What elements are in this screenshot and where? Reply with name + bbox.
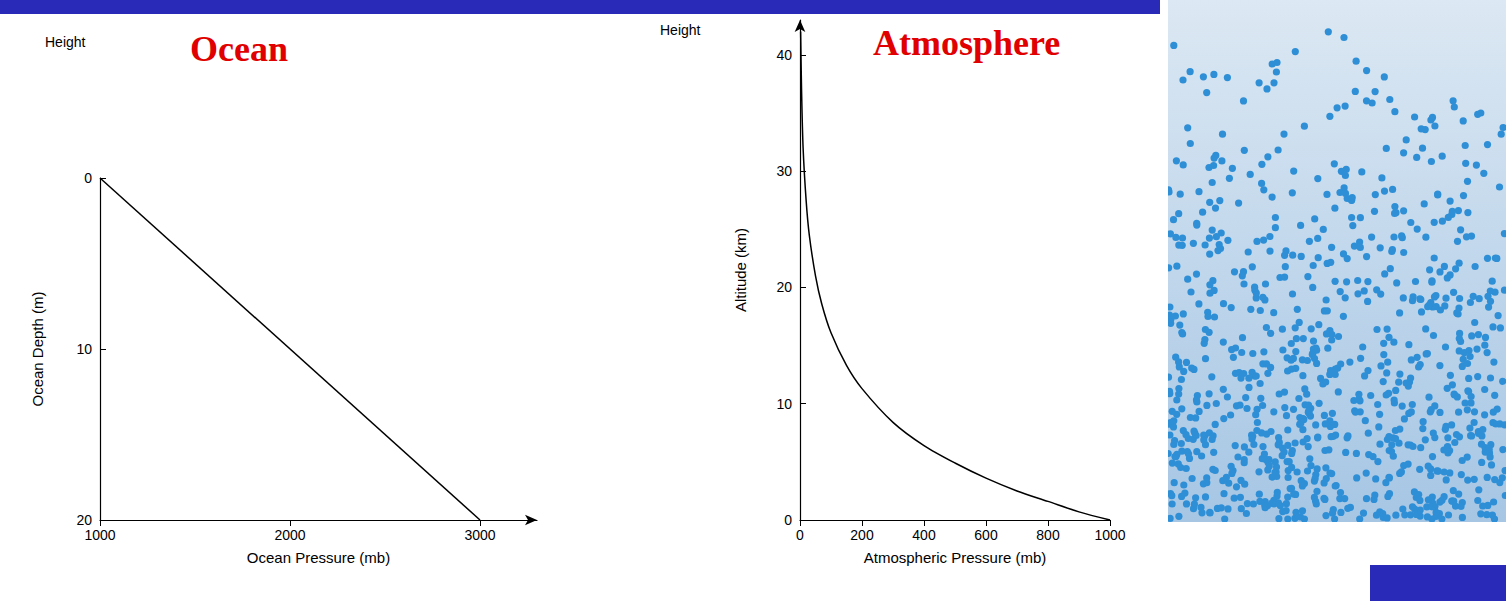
svg-text:1000: 1000 [1094, 527, 1125, 543]
svg-text:3000: 3000 [464, 527, 495, 543]
svg-text:Altitude (km): Altitude (km) [732, 228, 749, 312]
svg-text:30: 30 [776, 163, 792, 179]
svg-text:Ocean: Ocean [190, 29, 288, 69]
svg-text:Ocean Depth (m): Ocean Depth (m) [29, 291, 46, 406]
svg-text:Ocean Pressure (mb): Ocean Pressure (mb) [247, 549, 390, 566]
svg-text:0: 0 [796, 527, 804, 543]
svg-text:400: 400 [912, 527, 936, 543]
svg-text:2000: 2000 [274, 527, 305, 543]
svg-text:800: 800 [1036, 527, 1060, 543]
svg-text:Atmospheric Pressure (mb): Atmospheric Pressure (mb) [864, 549, 1047, 566]
svg-text:0: 0 [84, 170, 92, 186]
svg-text:20: 20 [76, 512, 92, 528]
svg-text:200: 200 [850, 527, 874, 543]
svg-text:0: 0 [784, 512, 792, 528]
svg-text:10: 10 [776, 396, 792, 412]
svg-text:Atmosphere: Atmosphere [873, 23, 1060, 63]
svg-text:Height: Height [45, 34, 86, 50]
svg-text:10: 10 [76, 341, 92, 357]
svg-text:1000: 1000 [84, 527, 115, 543]
svg-text:600: 600 [974, 527, 998, 543]
svg-text:20: 20 [776, 279, 792, 295]
svg-text:Height: Height [660, 22, 701, 38]
svg-text:40: 40 [776, 47, 792, 63]
